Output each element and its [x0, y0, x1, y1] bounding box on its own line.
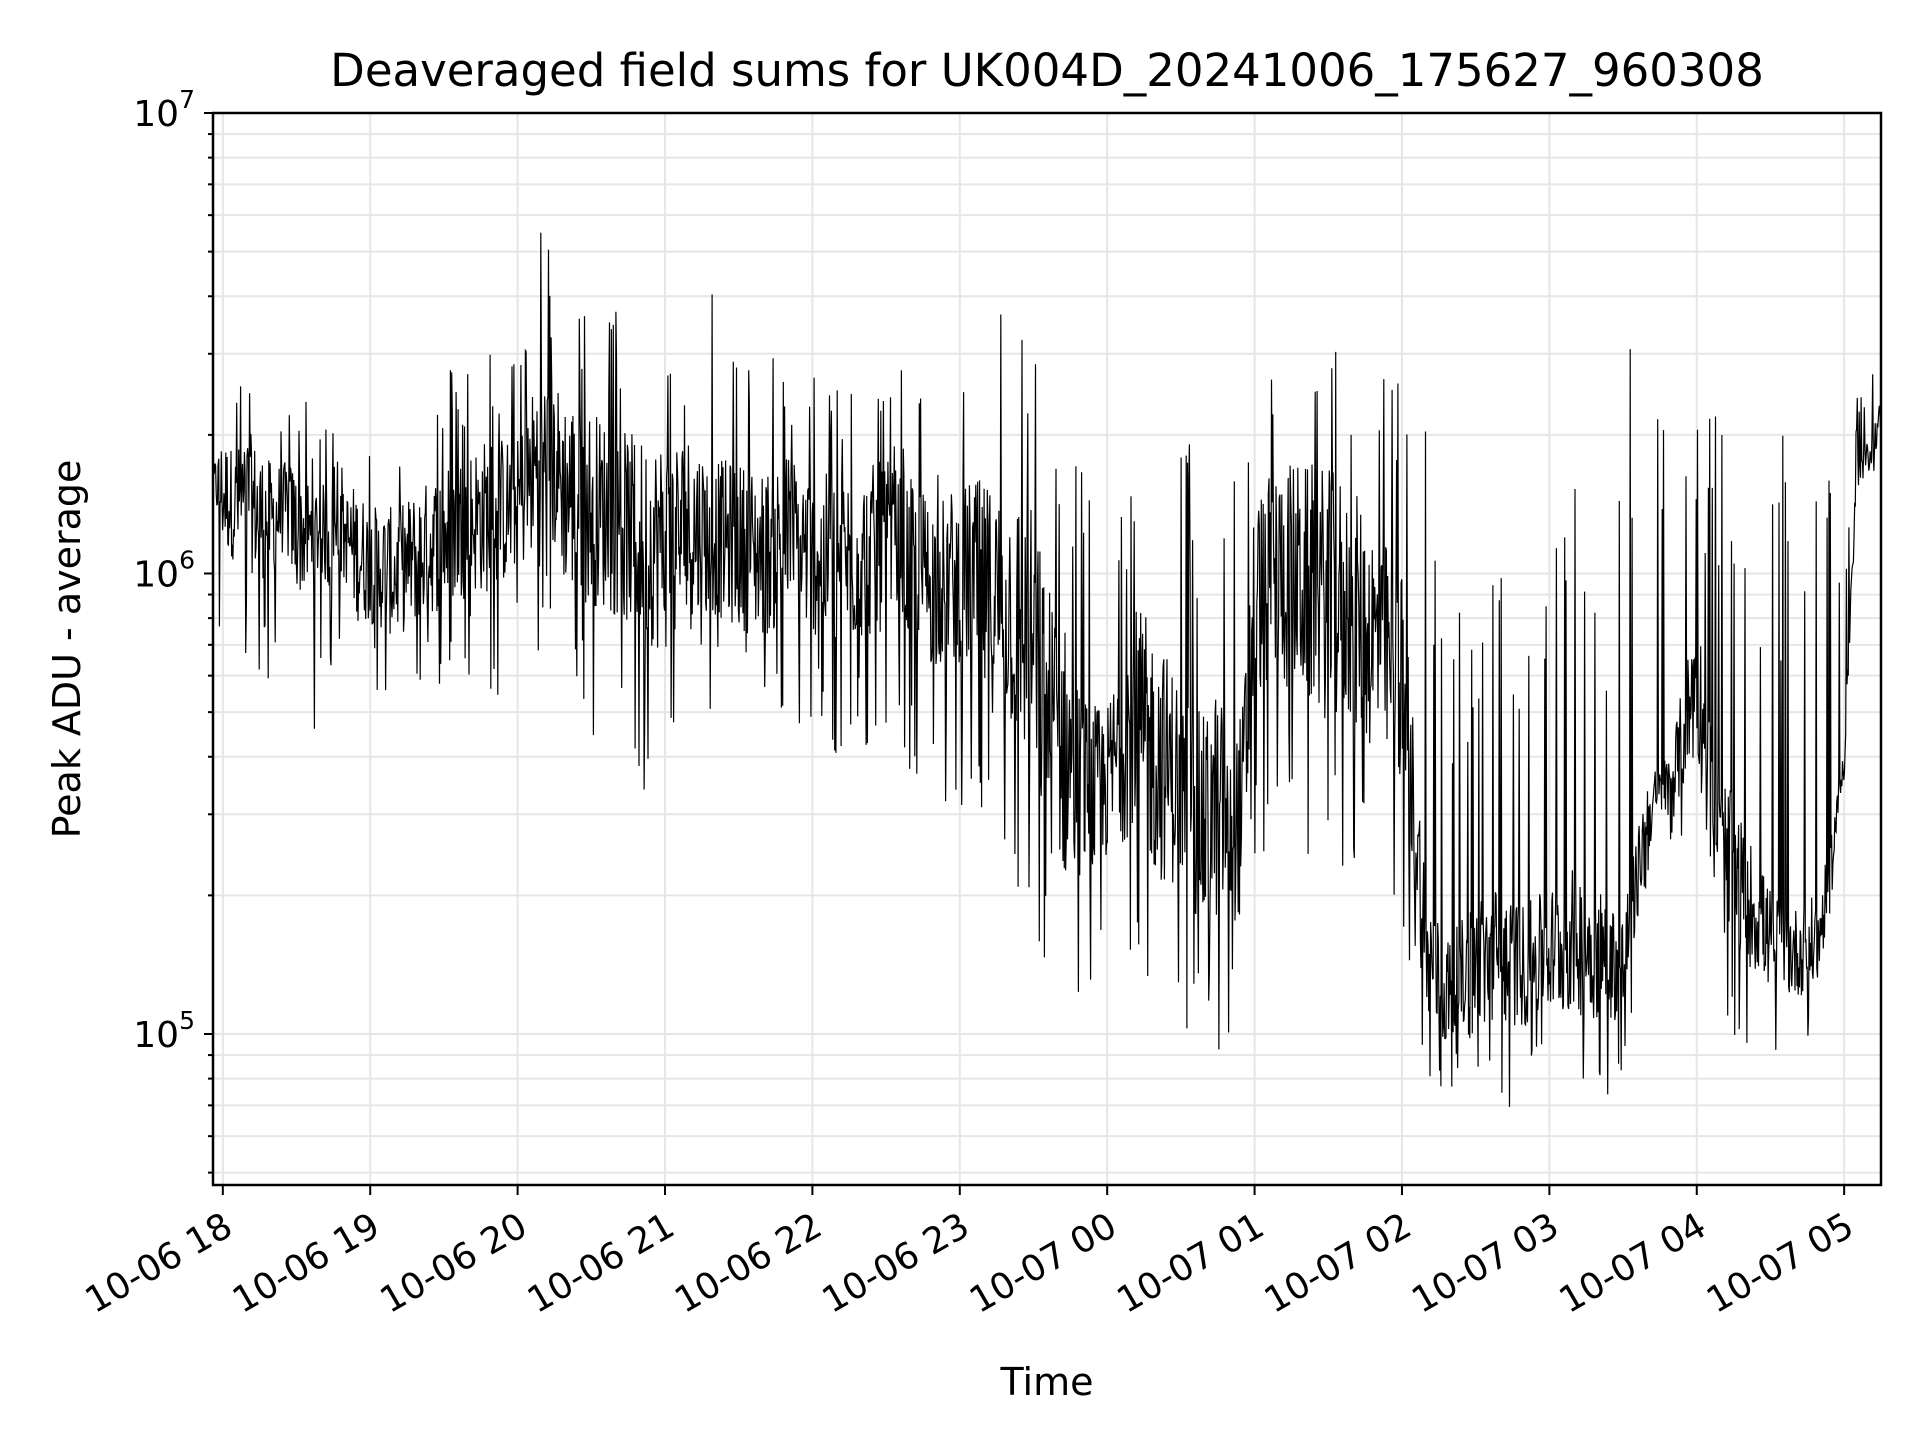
y-tick-exponent: 5: [179, 1006, 195, 1035]
x-tick-label: 10-07 02: [1258, 1205, 1419, 1321]
x-tick-label: 10-07 00: [963, 1205, 1124, 1321]
y-tick-base: 10: [133, 1015, 179, 1056]
y-tick-base: 10: [133, 94, 179, 135]
series-layer: [212, 232, 1882, 1107]
y-tick-exponent: 6: [179, 546, 195, 575]
chart-title: Deaveraged field sums for UK004D_2024100…: [330, 44, 1764, 97]
y-tick-label: 105: [133, 1006, 195, 1056]
x-tick-label: 10-07 03: [1405, 1205, 1566, 1321]
y-tick-base: 10: [133, 555, 179, 596]
y-tick-label: 106: [133, 546, 195, 596]
x-tick-label: 10-07 01: [1110, 1205, 1271, 1321]
series-line: [212, 232, 1882, 1107]
y-tick-exponent: 7: [179, 85, 195, 114]
x-tick-label: 10-07 05: [1700, 1205, 1861, 1321]
x-tick-label: 10-06 21: [521, 1205, 682, 1321]
x-tick-label: 10-06 23: [816, 1205, 977, 1321]
y-axis-label: Peak ADU - average: [45, 460, 89, 839]
x-tick-label: 10-07 04: [1553, 1205, 1714, 1321]
x-axis-label: Time: [1000, 1360, 1094, 1404]
x-tick-label: 10-06 22: [668, 1205, 829, 1321]
x-tick-label: 10-06 18: [79, 1205, 240, 1321]
x-tick-label: 10-06 19: [226, 1205, 387, 1321]
y-tick-label: 107: [133, 85, 195, 135]
plot-frame: [211, 111, 1883, 1187]
x-tick-label: 10-06 20: [373, 1205, 534, 1321]
